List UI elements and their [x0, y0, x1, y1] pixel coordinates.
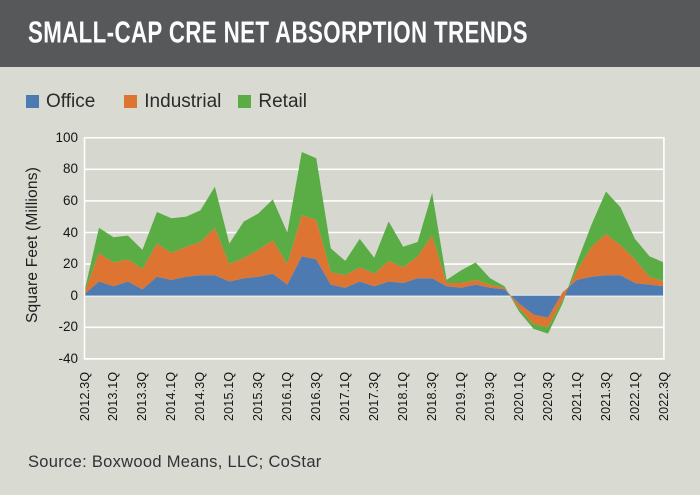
x-tick-label: 2020.1Q	[512, 371, 527, 421]
legend-label-retail: Retail	[258, 90, 307, 112]
x-tick-label: 2016.1Q	[280, 371, 295, 421]
legend-item-industrial: Industrial	[124, 92, 221, 111]
x-tick-label: 2017.3Q	[367, 371, 382, 421]
x-tick-label: 2021.3Q	[598, 371, 613, 421]
title-bar: SMALL-CAP CRE NET ABSORPTION TRENDS	[0, 0, 700, 67]
y-tick-label: 100	[55, 129, 78, 145]
y-tick-label: -40	[58, 350, 78, 366]
stacked-area-plot	[83, 136, 665, 360]
y-tick-label: 80	[62, 161, 78, 177]
legend-label-industrial: Industrial	[144, 90, 222, 112]
y-tick-label: 0	[70, 287, 78, 303]
x-tick-label: 2021.1Q	[569, 371, 584, 421]
x-tick-label: 2016.3Q	[309, 371, 324, 421]
y-tick-label: 20	[62, 256, 78, 272]
x-tick-label: 2018.3Q	[425, 371, 440, 421]
x-tick-label: 2014.3Q	[193, 371, 208, 421]
x-tick-label: 2022.3Q	[656, 371, 671, 421]
office-swatch-icon	[26, 94, 39, 108]
x-tick-label: 2020.3Q	[541, 371, 556, 421]
x-tick-label: 2012.3Q	[77, 371, 92, 421]
chart-title: SMALL-CAP CRE NET ABSORPTION TRENDS	[28, 14, 528, 50]
x-tick-label: 2013.3Q	[135, 371, 150, 421]
x-tick-label: 2019.1Q	[454, 371, 469, 421]
source-note: Source: Boxwood Means, LLC; CoStar	[28, 453, 322, 471]
y-tick-label: 60	[62, 192, 78, 208]
x-tick-label: 2022.1Q	[627, 371, 642, 421]
x-tick-label: 2014.1Q	[164, 371, 179, 421]
legend: Office Industrial Retail	[0, 88, 307, 114]
retail-swatch-icon	[238, 94, 252, 108]
x-tick-label: 2017.1Q	[338, 371, 353, 421]
x-tick-label: 2019.3Q	[483, 371, 498, 421]
x-tick-label: 2015.1Q	[222, 371, 237, 421]
y-tick-label: 40	[62, 224, 78, 240]
x-tick-label: 2018.1Q	[396, 371, 411, 421]
industrial-swatch-icon	[124, 94, 138, 108]
y-tick-label: -20	[58, 319, 78, 335]
legend-item-office: Office	[26, 92, 95, 111]
legend-item-retail: Retail	[238, 92, 307, 111]
x-tick-label: 2013.1Q	[106, 371, 121, 421]
legend-label-office: Office	[46, 90, 96, 112]
x-tick-label: 2015.3Q	[251, 371, 266, 421]
